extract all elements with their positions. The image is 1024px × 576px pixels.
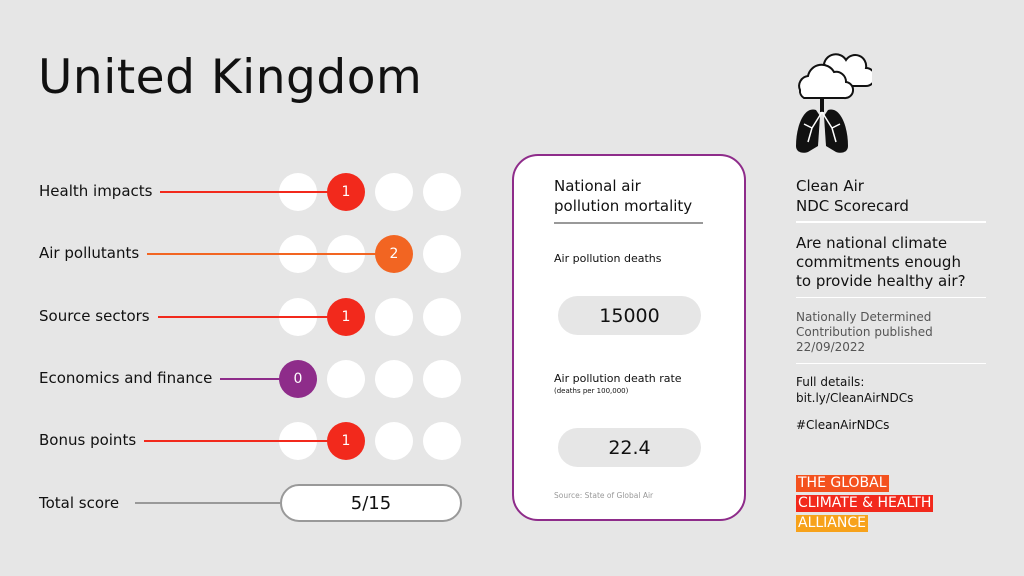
details-link[interactable]: bit.ly/CleanAirNDCs	[796, 391, 914, 405]
scorecard-heading-1: Clean Air	[796, 177, 864, 195]
hashtag: #CleanAirNDCs	[796, 418, 890, 432]
row-connector-line	[160, 191, 346, 193]
row-connector-line	[158, 316, 346, 318]
question-line: Are national climate	[796, 234, 948, 252]
score-dot-empty	[327, 360, 365, 398]
row-label: Economics and finance	[39, 369, 213, 387]
total-score-label: Total score	[39, 494, 120, 512]
row-label: Air pollutants	[39, 244, 140, 262]
row-connector-line	[220, 378, 298, 380]
question-line: to provide healthy air?	[796, 272, 966, 290]
details-label: Full details:	[796, 375, 865, 389]
logo-line: ALLIANCE	[796, 515, 868, 532]
score-dot-empty	[375, 422, 413, 460]
rate-label: Air pollution death rate	[554, 372, 682, 385]
ndc-date: 22/09/2022	[796, 340, 866, 354]
scorecard-heading-2: NDC Scorecard	[796, 197, 909, 215]
logo-line: CLIMATE & HEALTH	[796, 495, 934, 512]
divider	[796, 363, 986, 364]
page-title: United Kingdom	[38, 50, 423, 105]
deaths-value: 15000	[558, 296, 701, 335]
score-dot-empty	[423, 422, 461, 460]
question-line: commitments enough	[796, 253, 961, 271]
score-dot-empty	[423, 173, 461, 211]
cloud-lungs-icon	[796, 53, 872, 153]
ndc-line: Nationally Determined	[796, 310, 932, 324]
card-title-1: National air	[554, 177, 641, 195]
score-dot-filled: 0	[279, 360, 317, 398]
row-connector-line	[144, 440, 346, 442]
mortality-card: National air pollution mortality Air pol…	[512, 154, 746, 521]
score-dot-empty	[423, 360, 461, 398]
divider	[796, 297, 986, 298]
score-dot-filled: 2	[375, 235, 413, 273]
ndc-line: Contribution published	[796, 325, 933, 339]
score-dot-filled: 1	[327, 298, 365, 336]
score-dot-empty	[375, 173, 413, 211]
score-dot-empty	[423, 235, 461, 273]
rate-sub: (deaths per 100,000)	[554, 387, 629, 395]
logo-line: THE GLOBAL	[796, 475, 889, 492]
gcha-logo: THE GLOBAL CLIMATE & HEALTH ALLIANCE	[796, 472, 934, 532]
total-line	[135, 502, 280, 504]
total-score-value: 5/15	[280, 484, 462, 522]
row-label: Health impacts	[39, 182, 153, 200]
row-label: Source sectors	[39, 307, 150, 325]
rate-value: 22.4	[558, 428, 701, 467]
divider	[796, 221, 986, 223]
score-dot-empty	[423, 298, 461, 336]
source: Source: State of Global Air	[554, 491, 654, 500]
score-dot-filled: 1	[327, 173, 365, 211]
card-title-2: pollution mortality	[554, 197, 693, 215]
score-dot-empty	[375, 360, 413, 398]
row-connector-line	[147, 253, 394, 255]
score-dot-empty	[375, 298, 413, 336]
score-dot-filled: 1	[327, 422, 365, 460]
row-label: Bonus points	[39, 431, 137, 449]
card-divider	[554, 222, 703, 224]
deaths-label: Air pollution deaths	[554, 252, 662, 265]
